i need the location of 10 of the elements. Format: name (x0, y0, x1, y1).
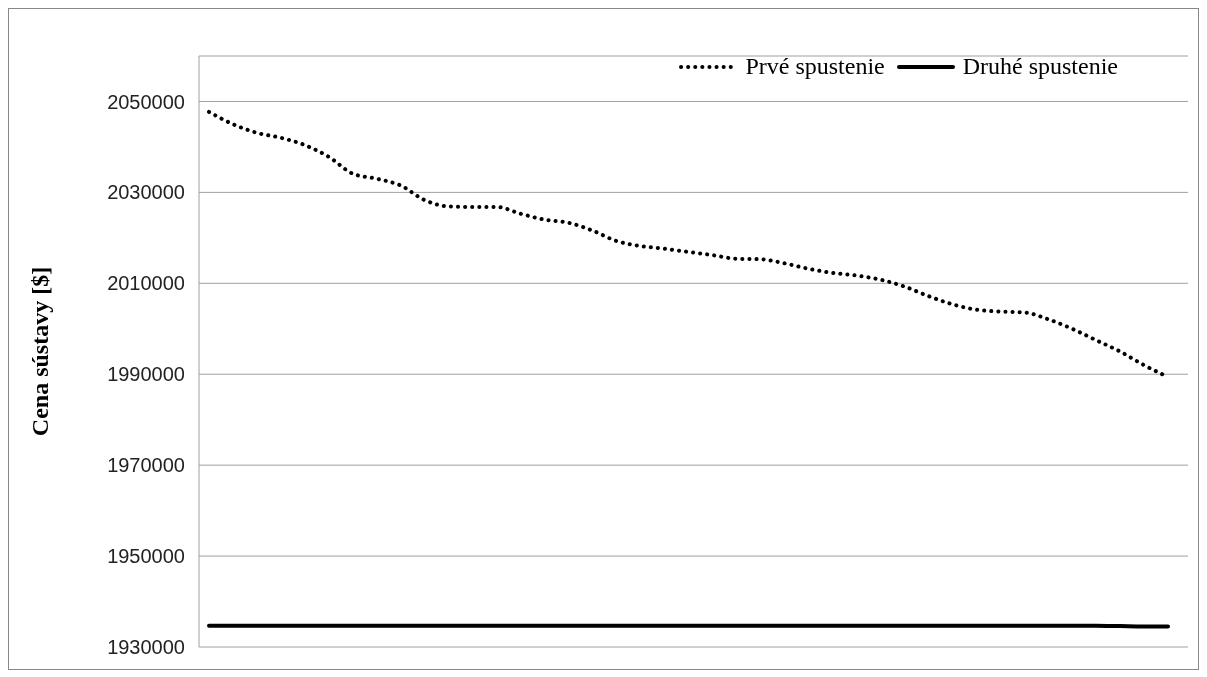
y-tick-label: 2050000 (107, 90, 185, 113)
y-tick-label: 1990000 (107, 363, 185, 386)
y-tick-label: 1930000 (107, 636, 185, 659)
y-tick-label: 1950000 (107, 545, 185, 568)
y-axis-title: Cena sústavy [$] (26, 266, 53, 437)
y-tick-label: 2010000 (107, 272, 185, 295)
y-tick-label: 2030000 (107, 181, 185, 204)
y-tick-label: 1970000 (107, 454, 185, 477)
legend-label: Prvé spustenie (745, 53, 885, 80)
legend-label: Druhé spustenie (962, 53, 1118, 80)
